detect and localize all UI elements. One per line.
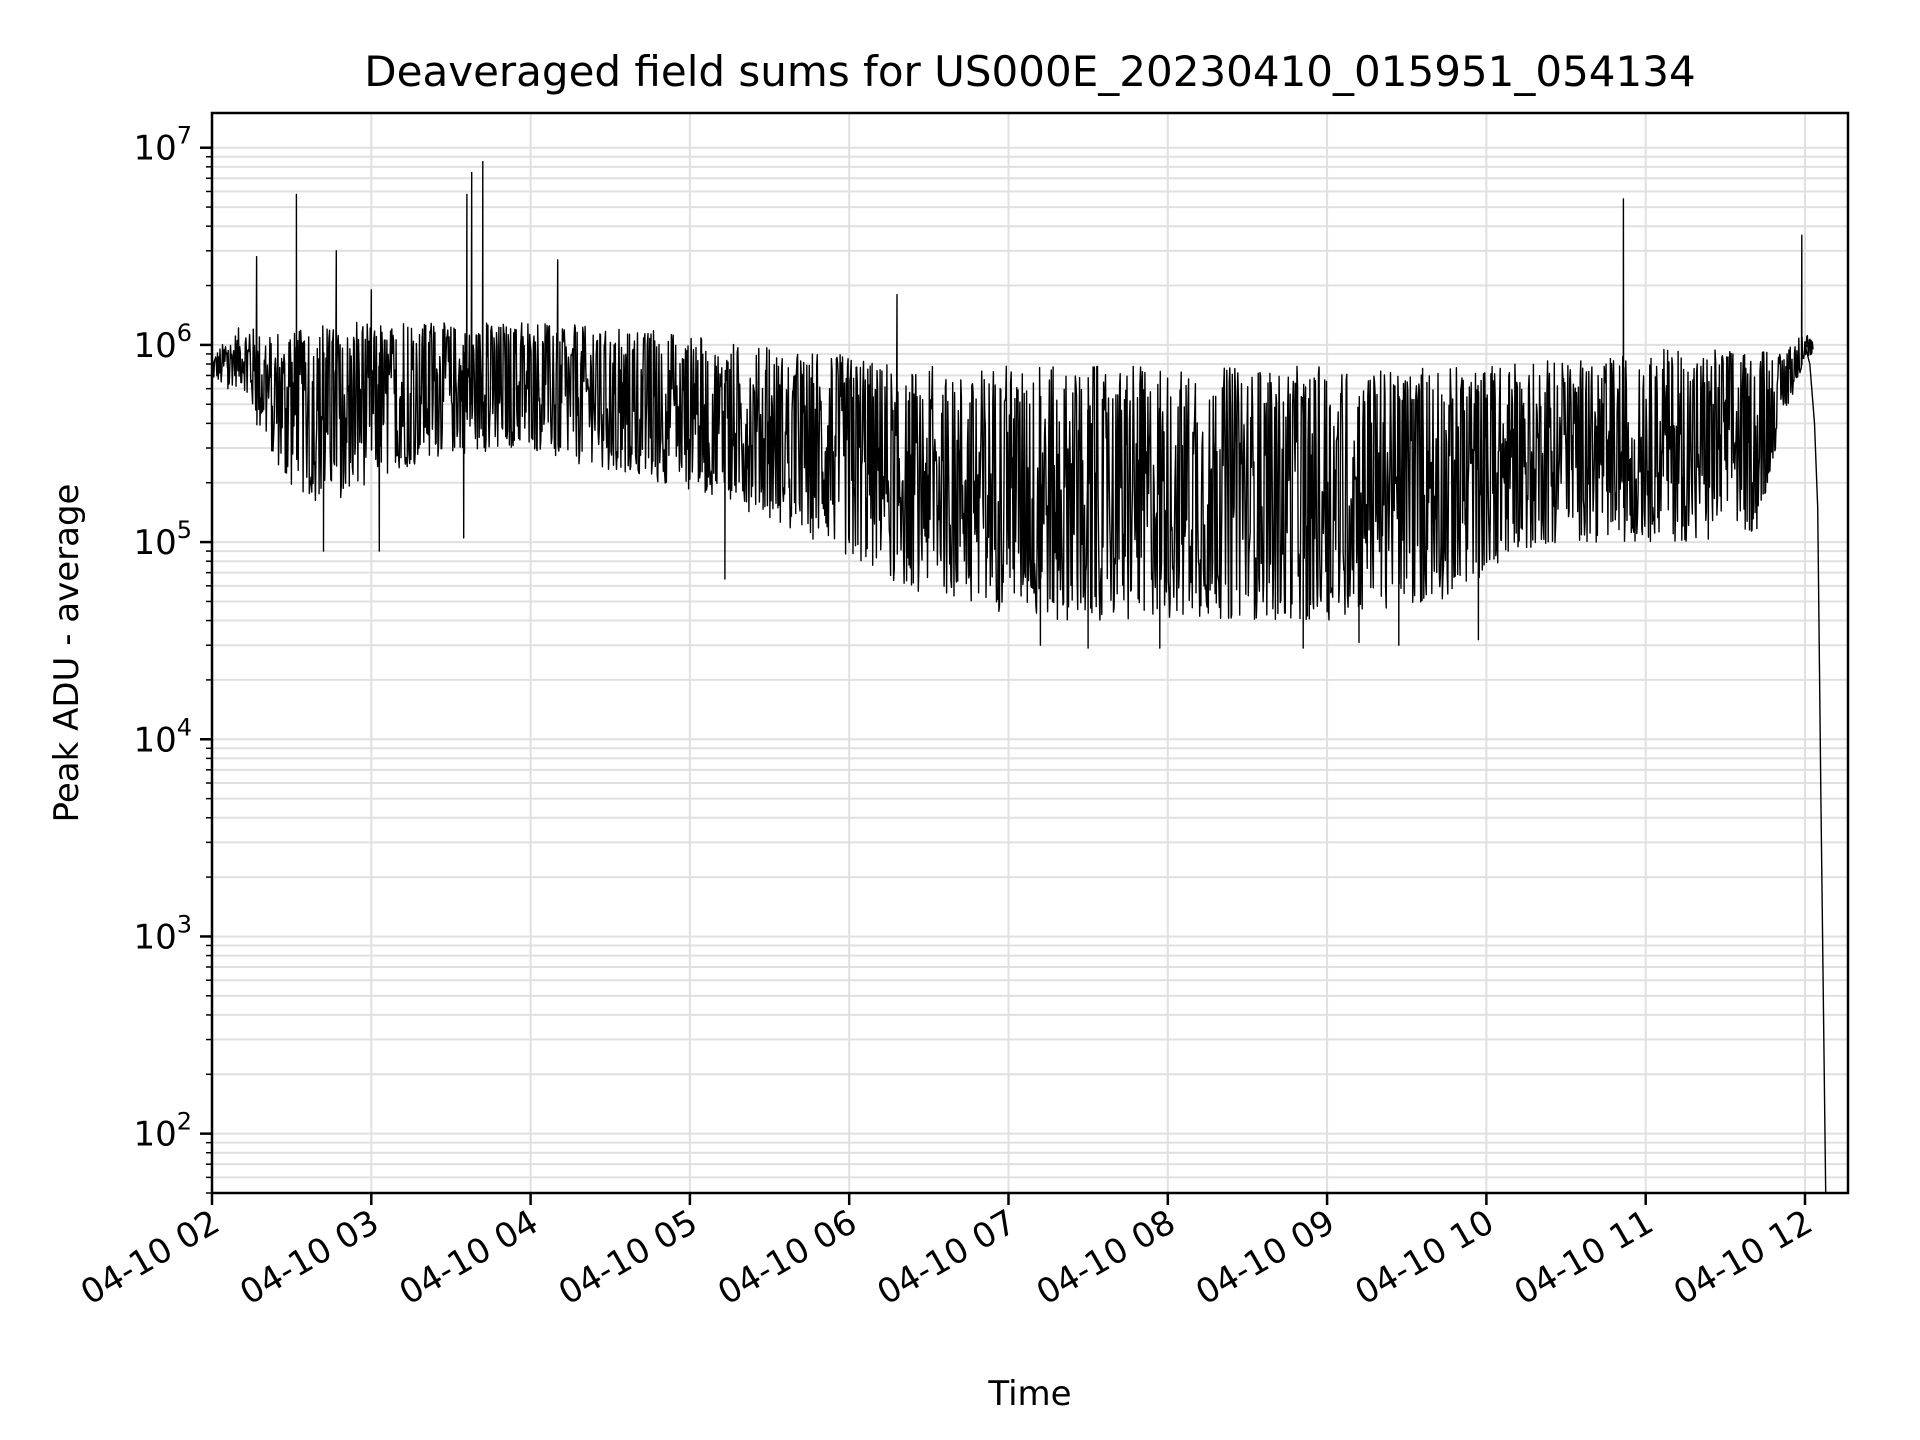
y-tick-label: 104 [133, 713, 192, 760]
series-line [211, 160, 1827, 1194]
x-tick-label: 04-10 09 [1189, 1202, 1341, 1313]
y-tick-label: 102 [133, 1108, 192, 1155]
x-tick-label: 04-10 05 [552, 1202, 704, 1313]
y-axis: 102 103 104 105 106 107 [133, 122, 212, 1194]
y-tick-label: 106 [133, 319, 192, 366]
plot-area [210, 111, 1850, 1195]
x-tick-label: 04-10 08 [1030, 1202, 1182, 1313]
x-tick-label: 04-10 11 [1508, 1202, 1660, 1313]
x-tick-label: 04-10 03 [233, 1202, 385, 1313]
y-tick-label: 103 [133, 910, 192, 957]
x-axis: 04-10 02 04-10 03 04-10 04 04-10 05 04-10 06… [74, 1193, 1819, 1313]
grid-lines [211, 113, 1848, 1194]
x-tick-label: 04-10 06 [711, 1202, 863, 1313]
x-tick-label: 04-10 10 [1348, 1202, 1500, 1313]
y-tick-label: 107 [133, 122, 192, 169]
x-axis-label: Time [987, 1374, 1071, 1414]
y-axis-label: Peak ADU - average [47, 484, 87, 823]
y-tick-label: 105 [133, 516, 192, 563]
x-tick-label: 04-10 12 [1667, 1202, 1819, 1313]
x-tick-label: 04-10 07 [871, 1202, 1023, 1313]
x-tick-label: 04-10 02 [74, 1202, 226, 1313]
x-tick-label: 04-10 04 [393, 1202, 545, 1313]
chart-title: Deaveraged field sums for US000E_2023041… [364, 47, 1695, 96]
